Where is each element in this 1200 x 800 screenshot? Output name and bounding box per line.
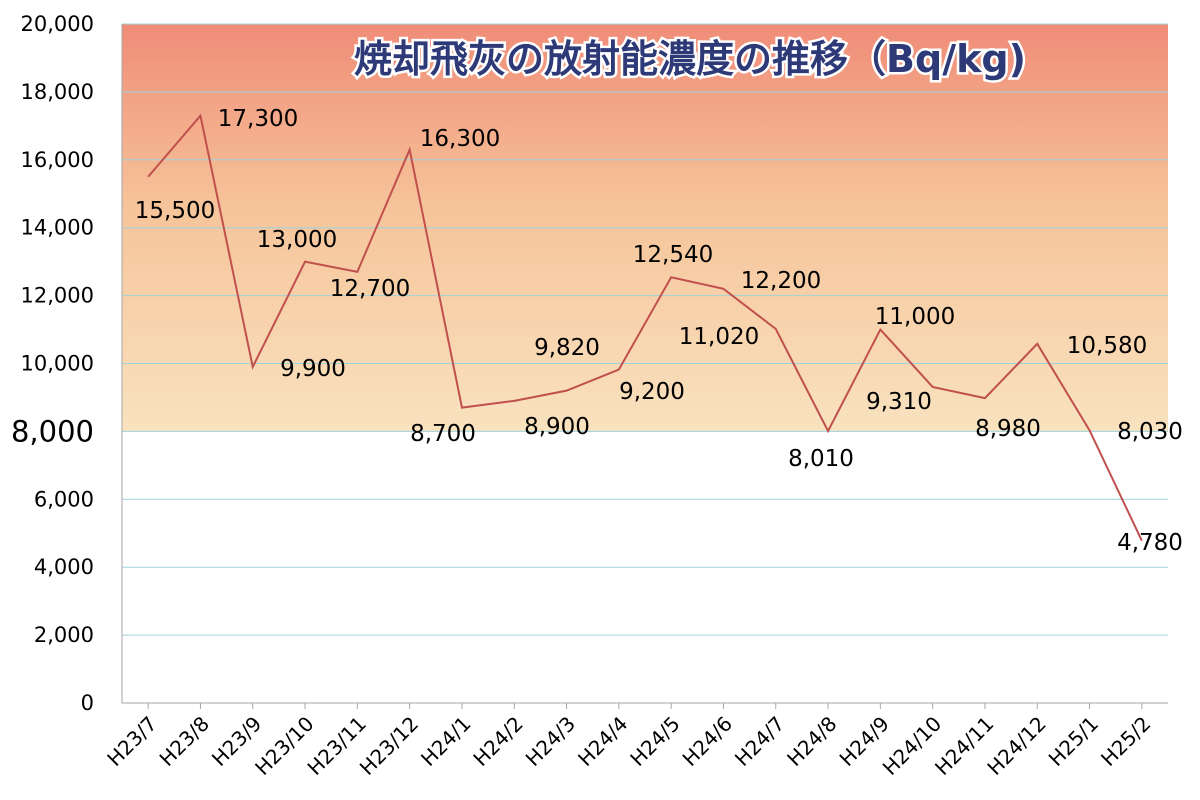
data-label: 8,900 <box>524 414 590 440</box>
y-tick-label: 20,000 <box>21 12 94 36</box>
x-tick-label: H23/8 <box>155 712 214 771</box>
y-tick-label: 18,000 <box>21 80 94 104</box>
axes <box>121 24 1168 704</box>
data-label: 8,700 <box>410 421 476 447</box>
data-label: 17,300 <box>218 106 298 132</box>
data-label: 8,010 <box>788 446 854 472</box>
x-axis-ticks: H23/7H23/8H23/9H23/10H23/11H23/12H24/1H2… <box>102 703 1155 780</box>
x-tick-label: H24/8 <box>782 712 841 771</box>
data-label: 9,200 <box>619 379 685 405</box>
gridlines <box>122 23 1168 636</box>
x-tick-label: H24/5 <box>625 712 684 771</box>
x-tick-label: H25/1 <box>1044 712 1103 771</box>
y-tick-label: 0 <box>81 691 94 715</box>
data-label: 9,310 <box>866 389 932 415</box>
data-label: 12,540 <box>633 242 713 268</box>
x-tick-label: H25/2 <box>1096 712 1155 771</box>
x-tick-label: H23/7 <box>102 712 161 771</box>
data-label: 16,300 <box>420 126 500 152</box>
x-tick-label: H23/12 <box>355 712 423 780</box>
y-tick-label: 16,000 <box>21 148 94 172</box>
data-label: 10,580 <box>1067 333 1147 359</box>
data-label: 8,030 <box>1117 419 1183 445</box>
x-tick-label: H24/2 <box>468 712 527 771</box>
x-tick-label: H24/4 <box>573 712 632 771</box>
x-tick-label: H24/1 <box>416 712 475 771</box>
data-label: 11,020 <box>679 324 759 350</box>
x-tick-label: H24/6 <box>678 712 737 771</box>
series-line <box>147 113 1143 542</box>
data-label: 13,000 <box>257 227 337 253</box>
data-label: 11,000 <box>875 304 955 330</box>
y-tick-label: 12,000 <box>21 284 94 308</box>
data-label: 12,200 <box>741 268 821 294</box>
data-label: 4,780 <box>1117 530 1183 556</box>
chart-title: 焼却飛灰の放射能濃度の推移（Bq/kg) <box>354 37 1026 81</box>
x-tick-label: H24/12 <box>982 712 1050 780</box>
data-labels: 15,500 17,300 9,900 13,000 12,700 16,300 8,700… <box>135 106 1183 556</box>
x-tick-label: H24/3 <box>521 712 580 771</box>
y-tick-label: 10,000 <box>21 352 94 376</box>
y-axis-ticks: 0 2,000 4,000 6,000 8,000 10,000 12,000 14,000 1… <box>11 12 94 715</box>
y-tick-label: 6,000 <box>34 487 94 511</box>
y-tick-label: 2,000 <box>34 623 94 647</box>
data-label: 9,900 <box>280 356 346 382</box>
y-tick-label: 4,000 <box>34 555 94 579</box>
x-tick-label: H24/7 <box>730 712 789 771</box>
y-tick-label: 8,000 <box>11 414 94 448</box>
data-label: 9,820 <box>534 335 600 361</box>
data-label: 12,700 <box>330 276 410 302</box>
data-label: 8,980 <box>975 416 1041 442</box>
y-tick-label: 14,000 <box>21 216 94 240</box>
data-label: 15,500 <box>135 198 215 224</box>
